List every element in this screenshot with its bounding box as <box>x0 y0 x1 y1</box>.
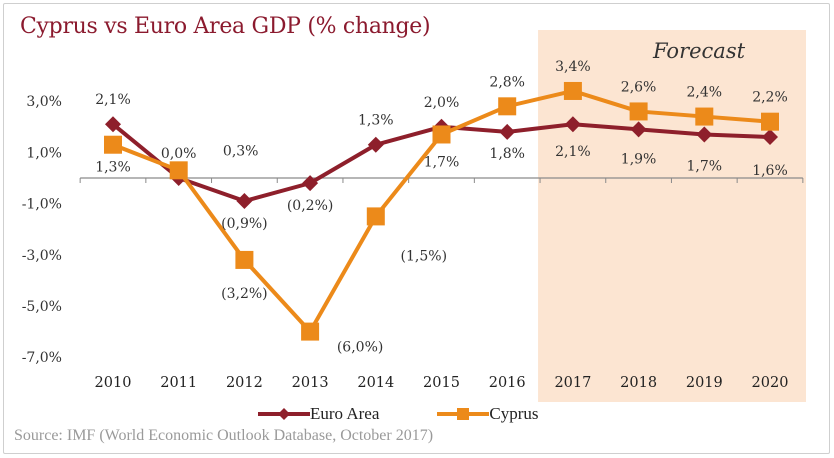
data-label: 1,9% <box>621 151 657 167</box>
x-tick-label: 2014 <box>357 375 394 391</box>
x-tick-label: 2016 <box>489 375 526 391</box>
data-point-diamond <box>762 129 778 146</box>
y-tick-label: -3,0% <box>22 248 62 264</box>
x-tick-label: 2020 <box>752 375 789 391</box>
chart-title: Cyprus vs Euro Area GDP (% change) <box>20 14 431 39</box>
data-label: 1,6% <box>752 163 788 179</box>
data-point-diamond <box>105 116 121 133</box>
diamond-marker-icon <box>258 408 310 420</box>
data-point-square <box>104 135 122 154</box>
legend: Euro Area Cyprus <box>258 404 597 424</box>
data-point-diamond <box>236 193 253 210</box>
data-point-square <box>301 322 320 341</box>
data-point-diamond <box>367 136 384 153</box>
data-label: 1,3% <box>358 113 394 129</box>
y-tick-label: 3,0% <box>26 94 62 110</box>
data-point-square <box>235 250 254 269</box>
data-point-square <box>629 102 648 121</box>
data-label: 1,7% <box>687 158 723 174</box>
x-tick-label: 2017 <box>554 375 591 391</box>
data-label: 2,1% <box>95 92 131 108</box>
data-label: 2,4% <box>687 85 723 101</box>
legend-label-euro-area: Euro Area <box>310 404 380 423</box>
data-point-square <box>366 207 385 226</box>
data-label: (1,5%) <box>401 248 448 264</box>
data-label: 2,0% <box>424 95 460 111</box>
series-cyprus <box>104 81 779 341</box>
x-tick-label: 2011 <box>160 375 197 391</box>
data-point-square <box>695 107 714 126</box>
data-label: 3,4% <box>555 59 591 75</box>
data-label: 2,6% <box>621 79 657 95</box>
y-tick-label: 1,0% <box>26 145 62 161</box>
data-point-square <box>498 97 517 116</box>
series-lines <box>104 81 779 341</box>
legend-label-cyprus: Cyprus <box>489 404 539 423</box>
y-tick-label: -5,0% <box>22 299 62 315</box>
data-point-square <box>761 112 779 131</box>
forecast-label: Forecast <box>652 39 746 63</box>
x-tick-label: 2015 <box>423 375 460 391</box>
legend-item-cyprus: Cyprus <box>437 404 539 424</box>
x-tick-label: 2010 <box>95 375 132 391</box>
data-labels: 2,1% 0,0% (0,9%) (0,2%) 1,3% 2,0% 1,8% 2,1% 1,9%… <box>95 59 788 356</box>
data-point-square <box>432 125 451 144</box>
data-label: 0,0% <box>161 146 197 162</box>
square-marker-icon <box>437 408 490 420</box>
x-tick-label: 2012 <box>226 375 263 391</box>
data-label: 0,3% <box>223 143 259 159</box>
data-point-diamond <box>630 121 647 138</box>
x-tick-label: 2013 <box>292 375 329 391</box>
data-label: (0,2%) <box>287 198 334 214</box>
x-tick-label: 2018 <box>620 375 657 391</box>
data-label: (6,0%) <box>337 340 384 356</box>
data-point-diamond <box>564 116 581 133</box>
data-label: (0,9%) <box>221 216 268 232</box>
data-label: 1,7% <box>424 154 460 170</box>
x-tick-label: 2019 <box>686 375 723 391</box>
data-point-diamond <box>696 126 713 143</box>
x-axis: 2010 2011 2012 2013 2014 2015 2016 2017 2018 2019… <box>79 177 804 391</box>
data-label: 1,3% <box>95 160 131 176</box>
y-axis: 3,0% 1,0% -1,0% -3,0% -5,0% -7,0% <box>22 94 62 366</box>
data-point-diamond <box>302 175 319 192</box>
legend-item-euro-area: Euro Area <box>258 404 379 424</box>
data-label: 1,8% <box>489 146 525 162</box>
source-note: Source: IMF (World Economic Outlook Data… <box>14 427 434 444</box>
y-tick-label: -1,0% <box>22 197 62 213</box>
data-label: 2,8% <box>489 74 525 90</box>
data-label: 2,2% <box>752 90 788 106</box>
data-label: 2,1% <box>555 144 591 160</box>
data-point-square <box>169 161 188 180</box>
data-label: (3,2%) <box>221 286 268 302</box>
y-tick-label: -7,0% <box>22 350 62 366</box>
data-point-square <box>563 81 582 100</box>
data-point-diamond <box>499 123 516 140</box>
